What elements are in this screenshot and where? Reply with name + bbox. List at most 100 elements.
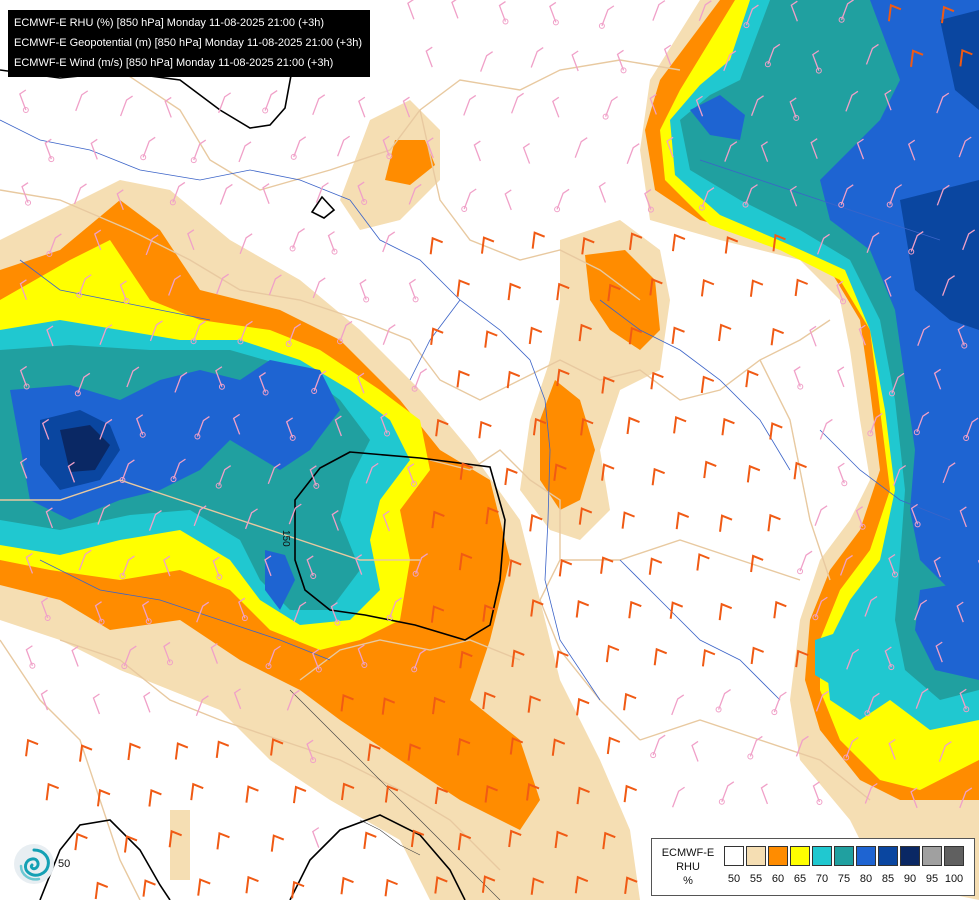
wind-barb — [384, 878, 398, 897]
wind-barb — [746, 464, 761, 483]
wind-barb — [938, 741, 952, 762]
wind-barb — [866, 232, 880, 253]
wind-barb — [527, 695, 541, 713]
wind-barb — [99, 324, 113, 345]
wind-barb — [760, 141, 769, 162]
wind-barb — [238, 141, 252, 163]
wind-barb — [426, 137, 434, 159]
wind-barb — [485, 506, 499, 525]
legend-tick-label: 70 — [815, 873, 829, 885]
wind-barb — [760, 783, 769, 805]
wind-barb — [747, 735, 763, 760]
wind-barb — [40, 689, 49, 711]
wind-barb — [675, 511, 690, 530]
wind-barb — [910, 503, 921, 528]
wind-barb — [408, 183, 422, 205]
wind-barb — [340, 876, 354, 895]
wind-barb — [25, 645, 36, 669]
legend-swatches — [724, 846, 966, 866]
wind-barb — [598, 5, 615, 29]
wind-barb — [174, 371, 188, 393]
wind-barb — [407, 743, 421, 761]
wind-barb — [698, 0, 712, 22]
wind-barb — [193, 505, 207, 527]
wind-barb — [459, 650, 473, 669]
legend-swatch — [790, 846, 810, 866]
wind-barb — [218, 92, 232, 114]
wind-barb — [574, 137, 588, 158]
wind-barb — [810, 138, 818, 159]
wind-barb — [724, 236, 739, 254]
wind-barb — [935, 641, 943, 663]
wind-barb — [695, 95, 704, 117]
wind-barb — [381, 697, 396, 715]
wind-barb — [190, 782, 204, 801]
wind-barb — [116, 189, 124, 211]
wind-barb — [576, 697, 590, 716]
wind-barb — [696, 553, 710, 571]
wind-barb — [843, 736, 859, 761]
wind-barb — [268, 274, 282, 296]
wind-barb — [957, 325, 968, 349]
wind-barb — [380, 412, 391, 437]
wind-barb — [721, 417, 735, 436]
legend-title-source: ECMWF-E — [661, 847, 715, 859]
wind-barb — [216, 831, 230, 850]
wind-barb — [473, 140, 481, 162]
wind-barb — [163, 641, 173, 666]
info-box: ECMWF-E RHU (%) [850 hPa] Monday 11-08-2… — [8, 10, 370, 77]
wind-barb — [197, 878, 211, 896]
wind-barb — [933, 556, 942, 578]
wind-barb — [532, 417, 547, 436]
wind-barb — [651, 467, 666, 486]
wind-barb — [888, 553, 898, 578]
wind-barb — [190, 320, 206, 345]
wind-barb — [864, 692, 880, 717]
wind-barb — [431, 510, 445, 529]
wind-barb — [750, 95, 764, 117]
wind-barb — [382, 231, 396, 253]
wind-barb — [341, 782, 355, 801]
wind-barb — [671, 694, 685, 716]
wind-barb — [671, 786, 685, 808]
legend-swatch — [746, 846, 766, 866]
wind-barb — [45, 782, 60, 801]
wind-barb — [581, 236, 595, 255]
legend-tick-label: 50 — [727, 873, 741, 885]
wind-barb — [215, 366, 225, 390]
legend-tick-label: 60 — [771, 873, 785, 885]
wind-barb — [19, 365, 30, 390]
wind-barb — [480, 51, 494, 72]
wind-barb — [74, 832, 88, 851]
wind-barb — [936, 92, 950, 114]
wind-barb — [45, 507, 54, 529]
wind-barb — [288, 503, 302, 525]
wind-barb — [571, 50, 579, 72]
wind-barb — [551, 738, 566, 756]
wind-barb — [839, 554, 853, 576]
wind-barb — [386, 597, 403, 621]
wind-barb — [663, 44, 672, 66]
wind-barb — [867, 412, 883, 437]
wind-barb — [884, 646, 895, 671]
wind-barb — [838, 184, 854, 208]
wind-barb — [601, 376, 615, 394]
wind-barb — [93, 229, 102, 251]
wind-barb — [649, 93, 657, 115]
wind-barb — [357, 181, 368, 206]
wind-barb — [793, 366, 804, 390]
wind-barb — [845, 90, 859, 112]
wind-barb — [141, 600, 152, 625]
wind-barb — [552, 96, 560, 118]
wind-barb — [893, 464, 907, 486]
wind-barb — [46, 325, 54, 347]
wind-barb — [215, 465, 232, 489]
wind-barb — [44, 138, 55, 163]
wind-barb — [605, 644, 620, 663]
legend-title-unit: % — [683, 875, 693, 887]
wind-barb — [121, 645, 137, 670]
wind-barb — [40, 597, 51, 621]
wind-barb — [855, 506, 866, 530]
wind-barb — [809, 325, 817, 347]
